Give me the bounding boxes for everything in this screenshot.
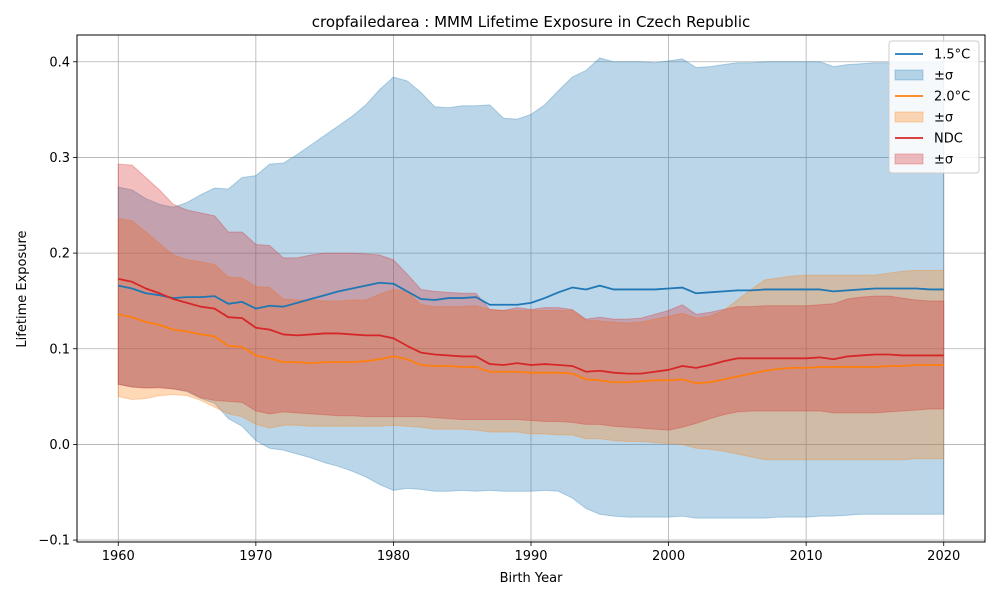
y-axis: −0.1 0.0 0.1 0.2 0.3 0.4 xyxy=(38,55,77,549)
y-tick-label: 0.1 xyxy=(49,342,70,357)
y-tick-label: 0.0 xyxy=(49,438,70,453)
legend-label: 2.0°C xyxy=(934,90,970,105)
y-tick-label: 0.3 xyxy=(49,151,70,166)
legend-box xyxy=(888,40,980,174)
x-tick-label: 2000 xyxy=(652,549,685,564)
legend-band-swatch xyxy=(894,111,924,123)
grid xyxy=(77,35,985,542)
legend-band-swatch xyxy=(894,69,924,81)
x-tick-label: 1980 xyxy=(377,549,410,564)
y-tick-label: −0.1 xyxy=(38,534,70,549)
x-tick-label: 1970 xyxy=(239,549,272,564)
x-axis: 1960 1970 1980 1990 2000 2010 2020 xyxy=(102,542,960,564)
chart-title: cropfailedarea : MMM Lifetime Exposure i… xyxy=(312,13,751,31)
x-tick-label: 2020 xyxy=(927,549,960,564)
legend: 1.5°C ±σ 2.0°C ±σ NDC ±σ xyxy=(888,40,980,174)
legend-label: 1.5°C xyxy=(934,48,970,63)
line-series-0 xyxy=(118,281,944,310)
band-series-2 xyxy=(117,163,945,431)
band-series-1 xyxy=(117,218,945,461)
legend-band-swatch xyxy=(894,153,924,165)
y-axis-title: Lifetime Exposure xyxy=(15,230,30,347)
x-axis-title: Birth Year xyxy=(500,571,564,586)
line-series-2 xyxy=(118,278,944,375)
x-tick-label: 2010 xyxy=(790,549,823,564)
x-tick-label: 1960 xyxy=(102,549,135,564)
series-lines xyxy=(118,278,944,385)
band-series-0 xyxy=(117,57,945,519)
legend-band-label: ±σ xyxy=(934,153,953,168)
y-tick-label: 0.4 xyxy=(49,55,70,70)
line-series-1 xyxy=(118,313,944,385)
legend-label: NDC xyxy=(934,132,963,147)
y-tick-label: 0.2 xyxy=(49,247,70,262)
legend-band-label: ±σ xyxy=(934,69,953,84)
bands xyxy=(117,57,945,519)
x-tick-label: 1990 xyxy=(514,549,547,564)
legend-band-label: ±σ xyxy=(934,111,953,126)
